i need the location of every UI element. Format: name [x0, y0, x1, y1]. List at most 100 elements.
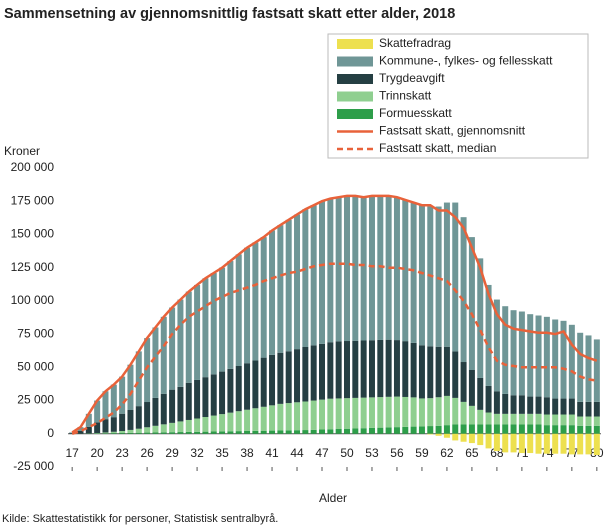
bar-segment: [402, 426, 409, 434]
bar-segment: [252, 242, 259, 361]
x-tick-label: 47: [315, 446, 329, 460]
bar-segment: [160, 432, 167, 434]
bar-segment: [210, 431, 217, 434]
bar-segment: [593, 401, 600, 417]
bar-segment: [418, 398, 425, 427]
bar-segment: [543, 414, 550, 426]
bar-segment: [327, 398, 334, 430]
bar-segment: [110, 431, 117, 434]
bar-segment: [269, 405, 276, 431]
bar-segment: [577, 416, 584, 426]
bar-segment: [418, 205, 425, 346]
chart-title: Sammensetning av gjennomsnittlig fastsat…: [4, 6, 455, 22]
bar-segment: [377, 397, 384, 428]
bar-segment: [177, 432, 184, 434]
bar-segment: [135, 351, 142, 407]
x-tick-label: 41: [265, 446, 279, 460]
bar-segment: [294, 430, 301, 434]
bar-segment: [468, 433, 475, 444]
bar-segment: [427, 433, 434, 435]
bar-segment: [360, 340, 367, 398]
bar-segment: [319, 201, 326, 344]
bar-segment: [269, 230, 276, 355]
bar-segment: [543, 433, 550, 454]
bar-segment: [185, 382, 192, 420]
x-tick-label: 23: [115, 446, 129, 460]
x-tick-label: 53: [365, 446, 379, 460]
bar-segment: [302, 209, 309, 348]
bar-segment: [302, 347, 309, 402]
bar-segment: [252, 430, 259, 434]
bar-segment: [227, 431, 234, 434]
bar-segment: [202, 278, 209, 378]
bar-segment: [477, 258, 484, 378]
bar-segment: [235, 431, 242, 434]
bar-segment: [435, 397, 442, 426]
legend-label: Trygdeavgift: [379, 71, 445, 85]
bar-segment: [152, 327, 159, 398]
bar-segment: [360, 197, 367, 341]
bar-segment: [244, 409, 251, 431]
bar-segment: [460, 401, 467, 425]
bar-segment: [244, 247, 251, 364]
bar-segment: [352, 340, 359, 398]
bar-segment: [227, 261, 234, 369]
bar-segment: [410, 202, 417, 343]
bar-segment: [485, 433, 492, 449]
x-tick-label: 20: [90, 446, 104, 460]
legend-swatch: [337, 56, 373, 67]
bar-segment: [577, 425, 584, 434]
bar-segment: [368, 427, 375, 434]
bar-segment: [402, 199, 409, 342]
bar-segment: [194, 418, 201, 432]
bar-segment: [410, 426, 417, 434]
bar-segment: [169, 432, 176, 434]
bar-segment: [560, 398, 567, 415]
x-tick-label: 32: [190, 446, 204, 460]
bar-segment: [310, 400, 317, 430]
bar-segment: [135, 432, 142, 434]
bar-segment: [460, 217, 467, 363]
bar-segment: [410, 342, 417, 398]
bar-segment: [535, 424, 542, 434]
bar-segment: [219, 371, 226, 415]
bar-segment: [94, 400, 101, 423]
bar-segment: [310, 429, 317, 434]
bar-segment: [468, 424, 475, 434]
bar-segment: [393, 427, 400, 434]
bar-segment: [335, 428, 342, 434]
bar-segment: [327, 198, 334, 343]
bar-segment: [343, 195, 350, 342]
bar-segment: [402, 341, 409, 397]
bar-segment: [502, 433, 509, 453]
bar-segment: [377, 195, 384, 340]
bar-segment: [552, 433, 559, 454]
bar-segment: [443, 395, 450, 426]
bar-segment: [568, 425, 575, 434]
x-tick-label: 71: [515, 446, 529, 460]
x-axis-label: Alder: [319, 491, 347, 505]
bar-segment: [568, 324, 575, 399]
bar-segment: [452, 202, 459, 352]
bar-segment: [552, 425, 559, 434]
bar-segment: [585, 433, 592, 455]
bar-segment: [377, 339, 384, 398]
bar-segment: [285, 219, 292, 352]
bar-segment: [94, 422, 101, 433]
bar-segment: [319, 429, 326, 434]
bar-segment: [210, 374, 217, 416]
bar-segment: [510, 424, 517, 434]
bar-segment: [468, 405, 475, 425]
bar-segment: [568, 398, 575, 415]
bar-segment: [277, 352, 284, 404]
bar-segment: [343, 398, 350, 429]
bar-segment: [427, 398, 434, 427]
bar-segment: [235, 254, 242, 367]
bar-segment: [277, 403, 284, 431]
bar-segment: [269, 354, 276, 406]
bar-segment: [127, 409, 134, 430]
bar-segment: [427, 426, 434, 434]
bar-segment: [518, 395, 525, 414]
bar-segment: [435, 206, 442, 347]
bar-segment: [493, 433, 500, 452]
